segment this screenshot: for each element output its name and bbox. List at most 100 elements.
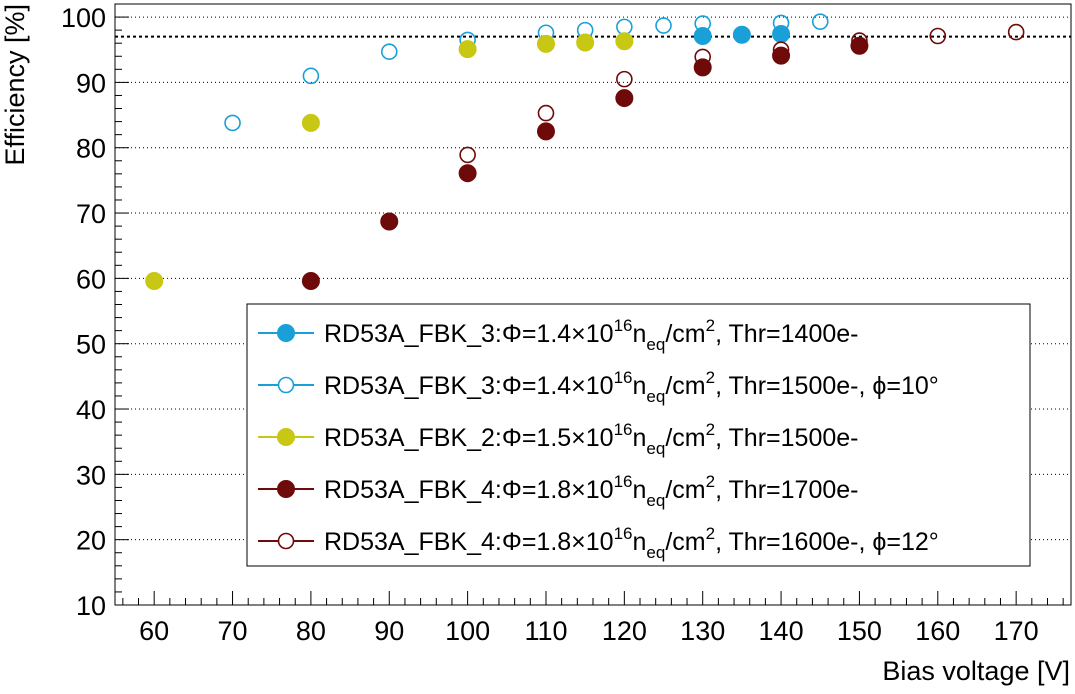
data-point-series-2 — [536, 34, 555, 53]
legend: RD53A_FBK_3:Φ=1.4×1016neq/cm2, Thr=1400e… — [246, 303, 1031, 567]
legend-entry-4: RD53A_FBK_4:Φ=1.8×1016neq/cm2, Thr=1600e… — [324, 524, 939, 562]
data-point-series-4 — [851, 32, 868, 49]
legend-text-part: 16 — [614, 524, 633, 543]
x-axis-title: Bias voltage [V] — [882, 656, 1070, 686]
legend-text-part: , Thr=1500e- — [715, 424, 858, 452]
data-point-series-2 — [615, 32, 634, 51]
legend-text-part: =1.8×10 — [522, 476, 614, 504]
y-axis: 10 20 30 40 50 60 70 80 90 100 — [61, 3, 129, 621]
y-tick-label-90: 90 — [76, 68, 106, 98]
legend-entry-0: RD53A_FBK_3:Φ=1.4×1016neq/cm2, Thr=1400e… — [324, 316, 858, 354]
legend-text-part: RD53A_FBK_3: — [324, 372, 502, 400]
legend-text-part: , Thr=1500e- — [715, 372, 858, 400]
data-point-series-1 — [224, 114, 241, 132]
data-point-series-1 — [694, 15, 712, 32]
data-point-series-0 — [732, 25, 751, 44]
x-tick-label-60: 60 — [139, 616, 169, 646]
legend-marker-0 — [277, 324, 295, 342]
legend-text-part: eq — [646, 439, 665, 458]
data-point-series-1 — [655, 17, 672, 34]
y-tick-label-100: 100 — [61, 3, 106, 33]
legend-text-part: =1.4×10 — [522, 372, 614, 400]
legend-text-part: RD53A_FBK_3: — [324, 320, 502, 348]
legend-text-part: Φ — [502, 424, 522, 452]
x-tick-label-70: 70 — [218, 616, 248, 646]
y-axis-title: Efficiency [%] — [0, 4, 30, 166]
legend-text-part: /cm — [665, 424, 705, 452]
legend-text-part: Φ — [502, 528, 522, 556]
legend-text-part: Φ — [502, 372, 522, 400]
data-point-series-4 — [694, 48, 712, 66]
data-point-series-4 — [1007, 23, 1025, 41]
y-tick-label-20: 20 — [76, 526, 106, 556]
data-point-series-1 — [772, 14, 790, 32]
x-tick-label-110: 110 — [524, 616, 567, 646]
legend-text-part: 2 — [706, 368, 715, 387]
legend-text-part: n — [633, 424, 647, 452]
x-tick-label-100: 100 — [445, 616, 490, 646]
legend-text-part: 16 — [614, 368, 633, 387]
data-point-series-3 — [850, 36, 869, 55]
x-axis: 60 70 80 90 100 110 120 130 140 150 160 170 — [122, 591, 1064, 646]
data-point-series-1 — [616, 18, 633, 36]
data-points — [145, 13, 1025, 290]
legend-text-part: , ϕ=12° — [858, 528, 938, 556]
legend-text-part: =1.5×10 — [522, 424, 614, 452]
legend-text-part: 2 — [706, 472, 715, 491]
x-tick-label-90: 90 — [374, 616, 404, 646]
legend-text-part: 16 — [614, 420, 633, 439]
y-tick-label-60: 60 — [76, 264, 106, 294]
legend-text-part: eq — [646, 491, 665, 510]
legend-text-part: eq — [646, 387, 665, 406]
legend-text-part: /cm — [665, 372, 705, 400]
data-point-series-4 — [537, 104, 555, 122]
data-point-series-2 — [145, 271, 164, 290]
legend-text-part: RD53A_FBK_2: — [324, 424, 502, 452]
legend-text-part: , ϕ=10° — [858, 372, 938, 400]
x-tick-label-140: 140 — [759, 616, 804, 646]
legend-text-part: n — [633, 372, 647, 400]
data-point-series-3 — [772, 46, 791, 65]
legend-text-part: n — [633, 528, 647, 556]
legend-marker-1 — [277, 376, 295, 394]
x-tick-label-130: 130 — [680, 616, 725, 646]
data-point-series-3 — [380, 212, 399, 231]
x-tick-label-150: 150 — [837, 616, 882, 646]
x-tick-label-120: 120 — [602, 616, 647, 646]
legend-marker-3 — [277, 480, 295, 498]
legend-text-part: RD53A_FBK_4: — [324, 476, 502, 504]
legend-text-part: eq — [646, 543, 665, 562]
legend-text-part: eq — [646, 335, 665, 354]
x-tick-label-170: 170 — [994, 616, 1039, 646]
x-tick-label-80: 80 — [296, 616, 326, 646]
y-tick-label-30: 30 — [76, 460, 106, 490]
y-tick-label-50: 50 — [76, 330, 106, 360]
legend-text-part: RD53A_FBK_4: — [324, 528, 502, 556]
legend-marker-2 — [277, 428, 295, 446]
legend-text-part: 16 — [614, 472, 633, 491]
data-point-series-4 — [772, 41, 790, 59]
legend-text-part: Φ — [502, 476, 522, 504]
legend-box — [246, 303, 1031, 567]
legend-text-part: /cm — [665, 528, 705, 556]
legend-marker-4 — [277, 532, 295, 550]
data-point-series-1 — [733, 26, 751, 44]
legend-entry-2: RD53A_FBK_2:Φ=1.5×1016neq/cm2, Thr=1500e… — [324, 420, 858, 458]
y-tick-label-10: 10 — [76, 591, 106, 621]
data-point-series-2 — [458, 40, 477, 59]
data-point-series-4 — [616, 70, 633, 88]
data-point-series-1 — [380, 43, 398, 60]
legend-text-part: , Thr=1600e- — [715, 528, 858, 556]
legend-entry-1: RD53A_FBK_3:Φ=1.4×1016neq/cm2, Thr=1500e… — [324, 368, 939, 406]
data-point-series-1 — [302, 67, 320, 85]
data-point-series-2 — [301, 113, 320, 132]
legend-text-part: Φ — [502, 320, 522, 348]
legend-text-part: =1.4×10 — [522, 320, 614, 348]
legend-entry-3: RD53A_FBK_4:Φ=1.8×1016neq/cm2, Thr=1700e… — [324, 472, 858, 510]
data-point-series-4 — [929, 27, 947, 45]
legend-text-part: /cm — [665, 320, 705, 348]
legend-text-part: n — [633, 476, 647, 504]
data-point-series-0 — [693, 27, 712, 46]
